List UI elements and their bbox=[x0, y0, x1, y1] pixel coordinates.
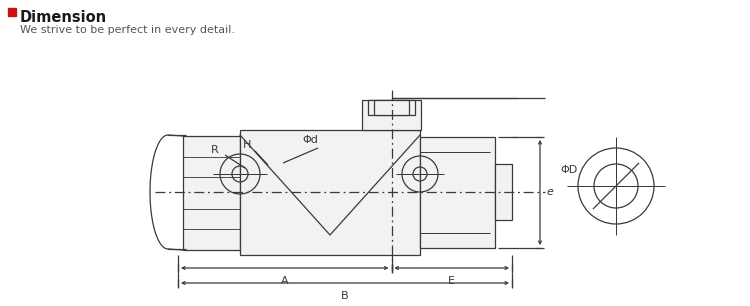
Bar bbox=[183, 136, 240, 250]
Bar bbox=[495, 164, 512, 220]
Text: R: R bbox=[211, 145, 219, 155]
Text: Φd: Φd bbox=[302, 135, 318, 145]
Bar bbox=[8, 8, 16, 16]
Text: e: e bbox=[546, 187, 553, 197]
Bar bbox=[368, 100, 415, 115]
Bar bbox=[362, 100, 421, 130]
Text: We strive to be perfect in every detail.: We strive to be perfect in every detail. bbox=[20, 25, 235, 35]
Text: H: H bbox=[243, 140, 251, 150]
Text: A: A bbox=[281, 276, 289, 286]
Text: B: B bbox=[341, 291, 349, 301]
Bar bbox=[374, 100, 409, 115]
Bar bbox=[420, 137, 495, 248]
Text: ΦD: ΦD bbox=[561, 165, 578, 175]
Text: Dimension: Dimension bbox=[20, 9, 107, 24]
Text: E: E bbox=[448, 276, 455, 286]
Bar bbox=[240, 130, 420, 255]
